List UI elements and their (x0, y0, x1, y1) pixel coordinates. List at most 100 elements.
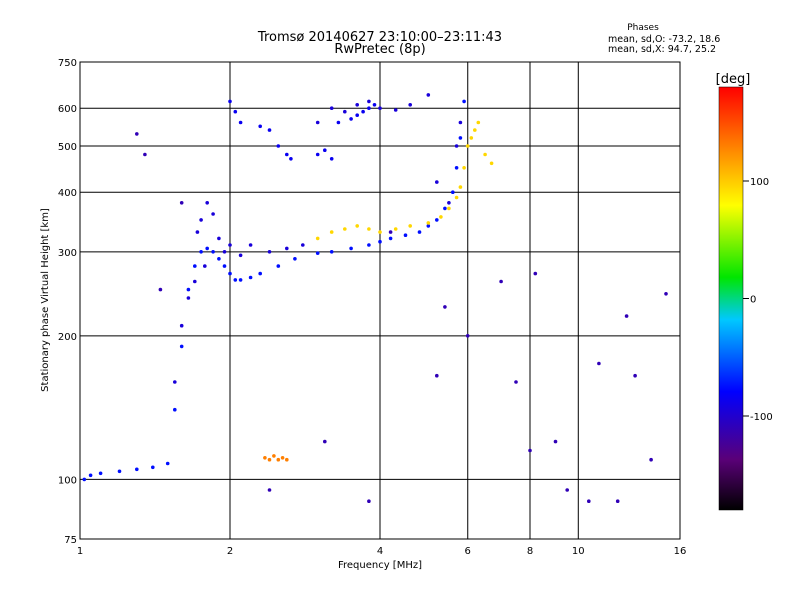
data-point (528, 448, 532, 453)
data-point (465, 144, 470, 148)
data-point (267, 488, 272, 492)
data-point (355, 224, 360, 228)
gridlines (80, 62, 680, 539)
data-point (489, 161, 494, 166)
data-point (329, 230, 334, 234)
data-point (476, 120, 481, 125)
data-point (393, 108, 398, 112)
colorbar-tick-label: 0 (750, 295, 756, 306)
data-point (343, 227, 347, 231)
data-point (323, 148, 327, 152)
data-point (233, 109, 238, 114)
data-point (615, 499, 620, 504)
data-point (649, 457, 653, 462)
data-point (143, 152, 147, 157)
colorbar-ticks: -100 0 100 (743, 177, 773, 423)
data-point (267, 457, 272, 462)
data-point (276, 457, 281, 462)
data-point (158, 287, 163, 292)
data-point (217, 257, 221, 261)
data-point (280, 456, 285, 460)
data-point (417, 230, 422, 234)
data-point (315, 120, 320, 125)
data-point (514, 380, 518, 384)
data-point (624, 314, 629, 318)
data-point (195, 230, 200, 234)
data-point (285, 152, 289, 157)
data-point (378, 106, 382, 110)
data-point (336, 120, 341, 125)
data-point (267, 250, 272, 254)
data-point (211, 212, 215, 216)
x-tick-label: 2 (227, 546, 233, 557)
data-point (199, 218, 203, 222)
data-point (285, 246, 289, 251)
data-point (633, 373, 637, 378)
data-point (439, 215, 443, 219)
colorbar-gradient (718, 86, 744, 511)
data-point (367, 106, 371, 110)
data-point (403, 233, 408, 237)
stats-line-o: mean, sd,O: -73.2, 18.6 (608, 34, 720, 45)
y-tick-labels: 75 100 200 300 400 500 600 750 (58, 58, 77, 546)
data-point (289, 157, 293, 161)
data-point (179, 344, 184, 349)
data-point (222, 264, 227, 268)
plot-area: 1 2 4 6 8 10 16 75 100 200 300 400 500 600 750 (58, 58, 686, 557)
data-point (408, 224, 413, 228)
chart-subtitle: RwPretec (8p) (334, 42, 425, 57)
colorbar-tick-label: 100 (750, 177, 769, 188)
colorbar-label: [deg] (716, 72, 751, 87)
data-point (443, 305, 447, 309)
data-point (435, 180, 439, 184)
y-tick-label: 100 (58, 475, 77, 486)
data-point (587, 499, 591, 504)
x-tick-label: 1 (77, 546, 83, 557)
data-point (217, 236, 221, 241)
data-point (408, 103, 413, 107)
data-point (238, 253, 243, 258)
data-point (361, 109, 365, 114)
data-point (443, 206, 447, 211)
data-point (388, 230, 393, 234)
data-point (285, 457, 289, 462)
data-point (499, 279, 503, 284)
data-point (565, 488, 569, 492)
data-point (454, 144, 459, 148)
data-point (276, 264, 281, 268)
x-tick-label: 6 (465, 546, 471, 557)
data-point (553, 439, 558, 444)
data-point (355, 113, 360, 117)
data-point (179, 201, 184, 205)
data-point (199, 250, 203, 254)
data-point (88, 473, 93, 478)
data-point (135, 132, 139, 136)
data-point (248, 243, 253, 247)
x-tick-labels: 1 2 4 6 8 10 16 (77, 546, 687, 557)
data-point (276, 144, 281, 148)
y-tick-label: 600 (58, 104, 77, 115)
data-point (454, 166, 459, 170)
data-point (117, 469, 122, 474)
data-point (367, 243, 371, 247)
data-point (186, 296, 191, 300)
data-point (378, 239, 382, 244)
data-point (393, 227, 398, 231)
data-point (233, 278, 238, 282)
data-point (205, 246, 209, 251)
y-tick-label: 750 (58, 58, 77, 69)
data-point (315, 251, 320, 255)
data-point (151, 465, 155, 470)
data-point (193, 264, 197, 268)
data-point (465, 334, 470, 338)
data-point (193, 279, 197, 284)
data-point (228, 243, 232, 247)
data-point (597, 361, 601, 366)
data-point (205, 201, 209, 205)
data-point (222, 250, 227, 254)
data-point (454, 195, 459, 200)
data-point (473, 128, 477, 132)
data-points (82, 93, 668, 504)
colorbar-tick-label: -100 (750, 412, 773, 423)
